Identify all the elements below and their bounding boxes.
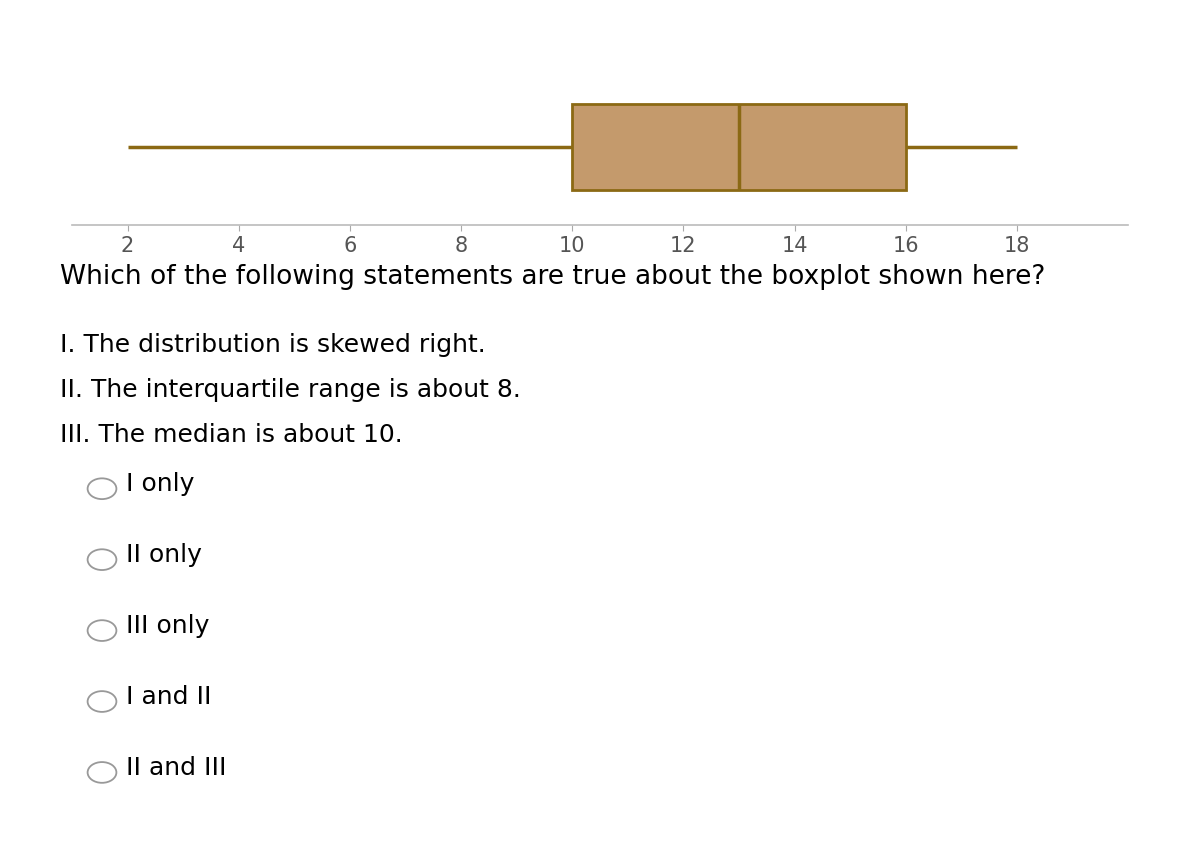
Text: II only: II only: [126, 543, 202, 567]
Text: III. The median is about 10.: III. The median is about 10.: [60, 423, 403, 447]
Text: I and II: I and II: [126, 685, 211, 709]
Text: II. The interquartile range is about 8.: II. The interquartile range is about 8.: [60, 378, 521, 402]
Text: I only: I only: [126, 472, 194, 497]
Text: II and III: II and III: [126, 756, 227, 780]
Text: I. The distribution is skewed right.: I. The distribution is skewed right.: [60, 333, 486, 357]
Text: III only: III only: [126, 614, 209, 638]
Bar: [572, 104, 906, 189]
Text: Which of the following statements are true about the boxplot shown here?: Which of the following statements are tr…: [60, 264, 1045, 290]
